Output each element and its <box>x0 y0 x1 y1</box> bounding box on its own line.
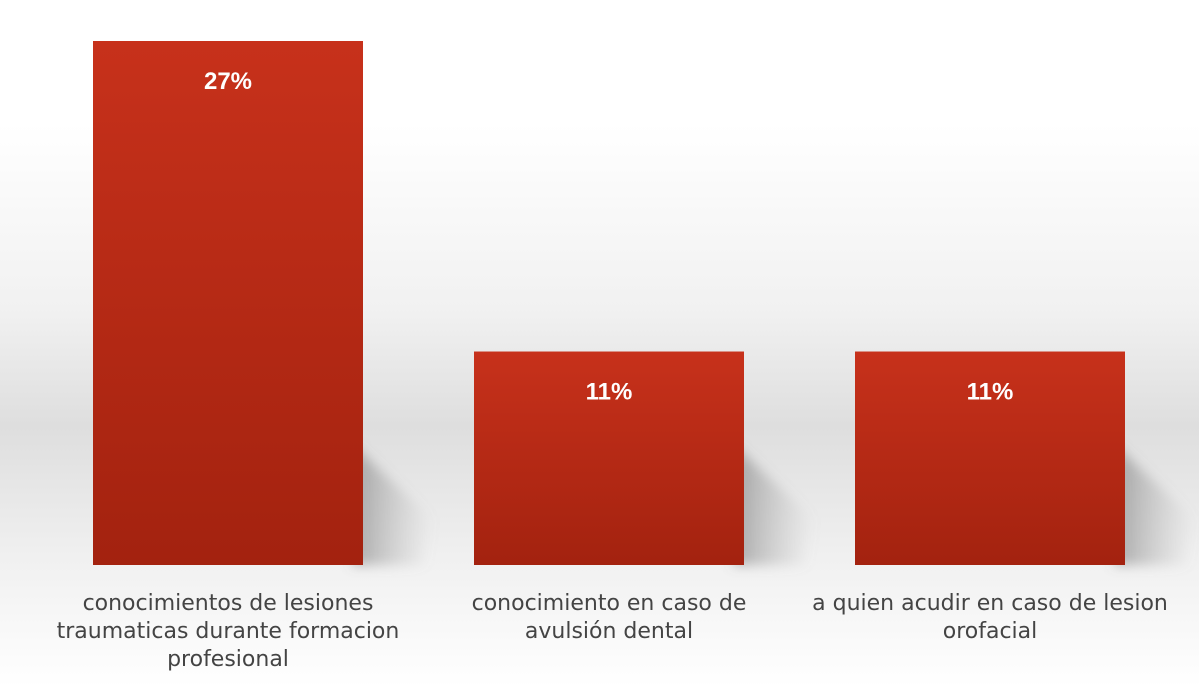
bar-shadow <box>1115 445 1195 565</box>
data-label: 11% <box>586 379 633 406</box>
bar-shadow <box>353 445 433 565</box>
bar-shadow <box>734 445 814 565</box>
data-label: 27% <box>204 68 252 95</box>
bar <box>474 351 744 565</box>
category-label: a quien acudir en caso de lesion orofaci… <box>812 591 1168 644</box>
category-label: conocimiento en caso de avulsión dental <box>471 591 747 644</box>
data-label: 11% <box>967 379 1014 406</box>
bar <box>855 351 1125 565</box>
bar <box>93 41 363 565</box>
category-label: conocimientos de lesiones traumaticas du… <box>56 591 400 672</box>
